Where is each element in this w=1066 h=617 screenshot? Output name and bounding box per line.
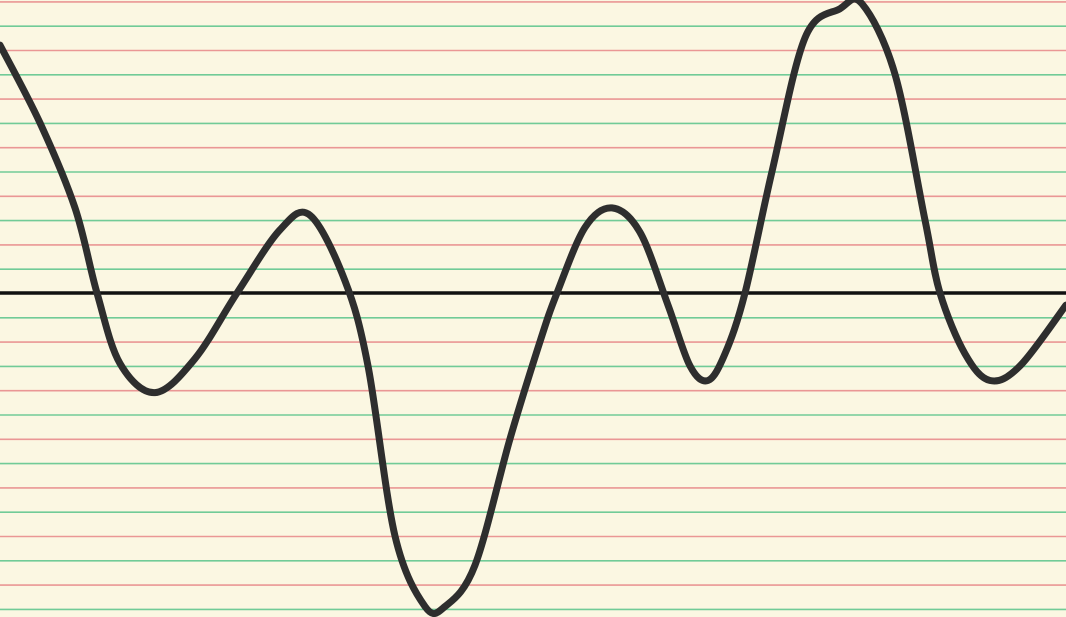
paper-background — [0, 0, 1066, 617]
series-line — [0, 0, 1066, 617]
waveform-chart — [0, 0, 1066, 617]
